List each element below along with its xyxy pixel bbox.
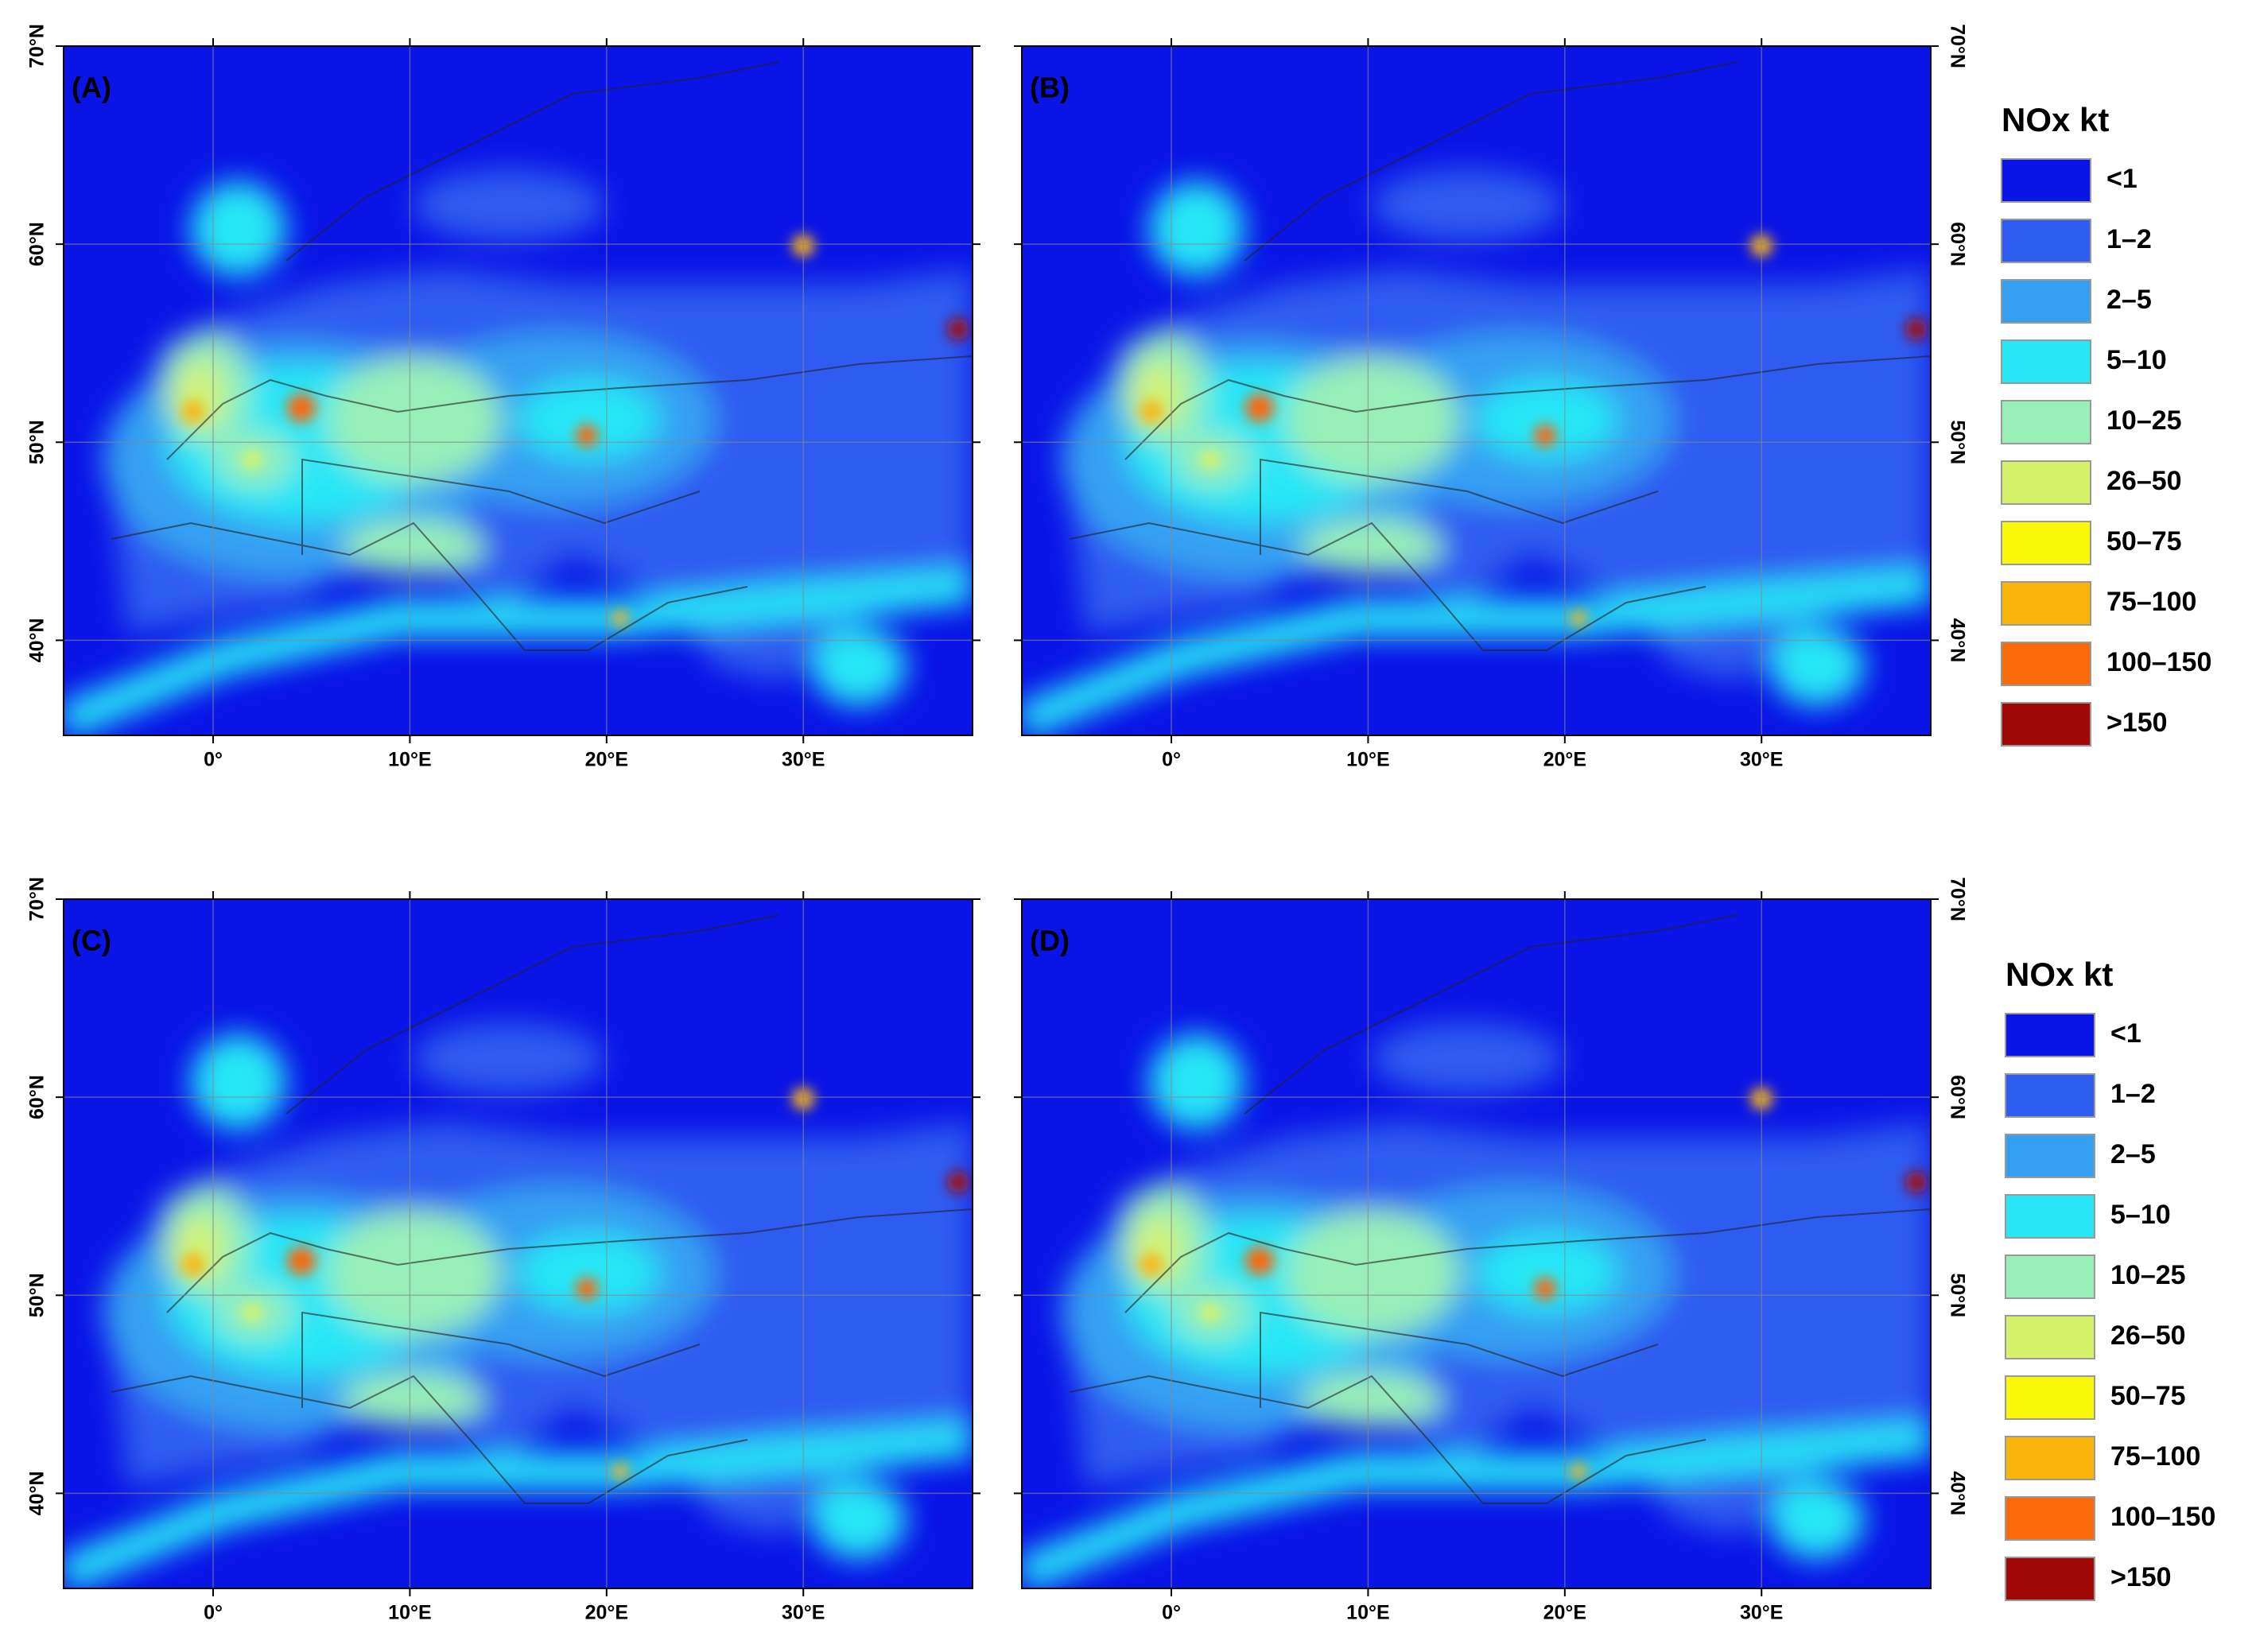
map-panel: 0° 10°E 20°E 30°E 40°N 50°N 60°N 70°N (D) — [1014, 877, 1968, 1624]
x-tick-label: 30°E — [782, 749, 825, 771]
y-tick-label: 60°N — [1946, 1075, 1968, 1119]
legend-swatch — [2005, 1194, 2095, 1239]
y-tick-label: 40°N — [26, 618, 49, 662]
y-tick-label: 70°N — [1946, 877, 1968, 921]
y-tick-label: 50°N — [1946, 420, 1968, 464]
x-tick-label: 10°E — [1346, 1602, 1389, 1624]
x-tick-label: 0° — [1162, 1602, 1181, 1624]
legend-label: 75–100 — [2110, 1441, 2200, 1472]
legend-label: 1–2 — [2110, 1079, 2156, 1109]
legend: NOx kt <1 1–2 2–5 5–10 10–25 26–50 50–75 75–100 1… — [2001, 101, 2211, 747]
y-tick-label: 40°N — [26, 1471, 49, 1515]
emission-map — [1022, 899, 1931, 1588]
y-tick-label: 50°N — [26, 420, 49, 464]
y-tick-label: 70°N — [1946, 24, 1968, 68]
legend-swatch — [2001, 642, 2091, 686]
y-tick-label: 60°N — [26, 1075, 49, 1119]
legend-label: 50–75 — [2106, 526, 2182, 556]
legend-swatch — [2005, 1315, 2095, 1359]
legend-swatch — [2001, 339, 2091, 384]
panel-label: (B) — [1030, 72, 1070, 104]
legend-label: >150 — [2110, 1562, 2172, 1592]
legend-label: 10–25 — [2110, 1260, 2186, 1290]
map-frame — [63, 45, 973, 736]
y-tick-label: 70°N — [26, 877, 49, 921]
y-tick-label: 70°N — [26, 24, 49, 68]
legend-swatch — [2001, 219, 2091, 263]
panel-label: (C) — [72, 925, 111, 957]
x-tick-label: 20°E — [1543, 749, 1586, 771]
legend-label: 1–2 — [2106, 224, 2152, 254]
legend-swatch — [2001, 158, 2091, 203]
x-tick-label: 0° — [204, 749, 223, 771]
legend-swatch — [2005, 1375, 2095, 1420]
legend-label: 5–10 — [2106, 345, 2167, 375]
x-tick-label: 10°E — [1346, 749, 1389, 771]
legend-label: 26–50 — [2106, 466, 2182, 496]
y-tick-label: 40°N — [1946, 618, 1968, 662]
x-tick-label: 20°E — [1543, 1602, 1586, 1624]
legend-swatch — [2001, 460, 2091, 505]
legend-swatch — [2005, 1255, 2095, 1299]
map-panel: 0° 10°E 20°E 30°E 40°N 50°N 60°N 70°N (B) — [1014, 24, 1968, 771]
legend-label: >150 — [2106, 708, 2168, 738]
legend-label: 100–150 — [2110, 1502, 2215, 1532]
map-frame — [63, 898, 973, 1589]
y-tick-label: 60°N — [1946, 222, 1968, 266]
legend-label: 2–5 — [2106, 285, 2152, 315]
x-tick-label: 0° — [1162, 749, 1181, 771]
legend-swatch — [2001, 702, 2091, 747]
panel-label: (D) — [1030, 925, 1070, 957]
legend-label: 10–25 — [2106, 405, 2182, 436]
y-tick-label: 60°N — [26, 222, 49, 266]
legend-label: 26–50 — [2110, 1320, 2186, 1351]
x-tick-label: 20°E — [585, 1602, 628, 1624]
legend-title: NOx kt — [2002, 101, 2109, 138]
legend-title: NOx kt — [2005, 956, 2113, 993]
legend-label: 100–150 — [2106, 647, 2211, 677]
x-tick-label: 0° — [204, 1602, 223, 1624]
legend-label: 5–10 — [2110, 1200, 2171, 1230]
legend: NOx kt <1 1–2 2–5 5–10 10–25 26–50 50–75 75–100 1… — [2005, 956, 2215, 1601]
y-tick-label: 50°N — [1946, 1273, 1968, 1317]
x-tick-label: 30°E — [1740, 1602, 1783, 1624]
legend-label: <1 — [2110, 1018, 2141, 1049]
y-tick-label: 50°N — [26, 1273, 49, 1317]
legend-label: 2–5 — [2110, 1139, 2156, 1169]
x-tick-label: 10°E — [388, 1602, 431, 1624]
legend-label: 50–75 — [2110, 1381, 2186, 1411]
legend-swatch — [2001, 521, 2091, 565]
x-tick-label: 30°E — [782, 1602, 825, 1624]
x-tick-label: 30°E — [1740, 749, 1783, 771]
legend-swatch — [2005, 1496, 2095, 1541]
map-frame — [1021, 898, 1932, 1589]
emission-map — [64, 46, 973, 735]
legend-swatch — [2005, 1557, 2095, 1601]
legend-swatch — [2005, 1013, 2095, 1057]
legend-swatch — [2001, 400, 2091, 444]
emission-map — [1022, 46, 1931, 735]
panel-label: (A) — [72, 72, 111, 104]
legend-swatch — [2005, 1436, 2095, 1480]
legend-swatch — [2001, 581, 2091, 626]
legend-label: 75–100 — [2106, 587, 2196, 617]
map-panel: 0° 10°E 20°E 30°E 40°N 50°N 60°N 70°N (C) — [26, 877, 980, 1624]
x-tick-label: 20°E — [585, 749, 628, 771]
x-tick-label: 10°E — [388, 749, 431, 771]
map-panel: 0° 10°E 20°E 30°E 40°N 50°N 60°N 70°N (A) — [26, 24, 980, 771]
emission-map — [64, 899, 973, 1588]
legend-swatch — [2005, 1073, 2095, 1118]
map-frame — [1021, 45, 1932, 736]
legend-label: <1 — [2106, 164, 2137, 194]
legend-swatch — [2001, 279, 2091, 324]
legend-swatch — [2005, 1134, 2095, 1178]
y-tick-label: 40°N — [1946, 1471, 1968, 1515]
